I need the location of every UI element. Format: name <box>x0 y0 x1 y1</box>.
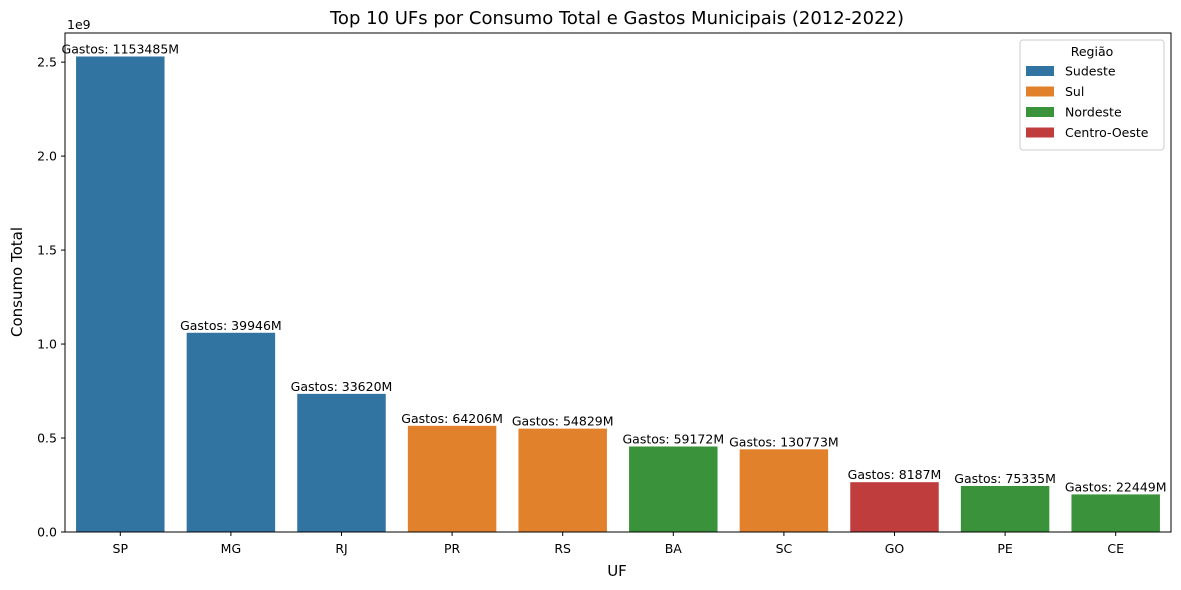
chart-title: Top 10 UFs por Consumo Total e Gastos Mu… <box>329 8 904 29</box>
data-label-ce: Gastos: 22449M <box>1065 479 1167 494</box>
plot-frame <box>64 32 1172 533</box>
y-tick-label: 0.0 <box>37 525 57 540</box>
bar-sp <box>76 56 165 532</box>
data-label-mg: Gastos: 39946M <box>180 318 282 333</box>
legend-swatch-centro-oeste <box>1026 127 1054 138</box>
y-axis: 0.0 0.5 1.0 1.5 2.0 2.5 <box>37 55 65 540</box>
x-tick-label-pe: PE <box>997 541 1013 556</box>
data-label-sc: Gastos: 130773M <box>729 434 839 449</box>
data-label-pr: Gastos: 64206M <box>401 411 503 426</box>
x-tick-label-rj: RJ <box>335 541 347 556</box>
data-label-rs: Gastos: 54829M <box>512 414 614 429</box>
legend-label-sudeste: Sudeste <box>1065 64 1116 79</box>
bar-ce <box>1071 494 1160 532</box>
data-labels-group: Gastos: 1153485M Gastos: 39946M Gastos: 33… <box>62 41 1167 494</box>
bar-rs <box>518 428 607 532</box>
y-axis-offset-label: 1e9 <box>67 17 91 32</box>
y-tick-label: 2.0 <box>37 149 57 164</box>
legend-label-sul: Sul <box>1065 84 1084 99</box>
x-tick-label-mg: MG <box>221 541 241 556</box>
x-axis: SP MG RJ PR RS BA SC GO PE CE <box>113 532 1124 556</box>
legend-items: Sudeste Sul Nordeste Centro-Oeste <box>1026 64 1149 140</box>
legend: Região Sudeste Sul Nordeste Centro-Oeste <box>1019 39 1165 151</box>
y-axis-label: Consumo Total <box>8 227 26 337</box>
legend-label-centro-oeste: Centro-Oeste <box>1065 125 1149 140</box>
bar-mg <box>186 332 276 532</box>
data-label-rj: Gastos: 33620M <box>291 379 393 394</box>
x-tick-label-sp: SP <box>113 541 129 556</box>
y-tick-label: 1.0 <box>37 337 57 352</box>
y-tick-label: 0.5 <box>37 431 57 446</box>
legend-swatch-sudeste <box>1026 66 1054 76</box>
bar-pr <box>407 425 497 532</box>
y-tick-label: 1.5 <box>37 243 57 258</box>
data-label-sp: Gastos: 1153485M <box>62 41 180 56</box>
bar-sc <box>739 449 829 532</box>
bars-group <box>76 56 1160 532</box>
x-tick-label-sc: SC <box>776 541 793 556</box>
x-tick-label-ba: BA <box>665 541 683 556</box>
x-tick-label-pr: PR <box>444 541 461 556</box>
x-tick-label-ce: CE <box>1107 541 1124 556</box>
legend-title: Região <box>1071 44 1114 59</box>
data-label-go: Gastos: 8187M <box>848 467 942 482</box>
bar-pe <box>960 485 1050 532</box>
bar-rj <box>297 393 386 532</box>
legend-swatch-nordeste <box>1026 107 1054 117</box>
legend-swatch-sul <box>1026 86 1054 97</box>
bar-go <box>850 482 939 532</box>
legend-box <box>1019 39 1165 151</box>
x-tick-label-go: GO <box>885 541 905 556</box>
y-tick-label: 2.5 <box>37 55 57 70</box>
data-label-ba: Gastos: 59172M <box>622 431 724 446</box>
bar-ba <box>629 446 718 532</box>
x-tick-label-rs: RS <box>554 541 571 556</box>
legend-label-nordeste: Nordeste <box>1065 105 1122 120</box>
data-label-pe: Gastos: 75335M <box>954 471 1056 486</box>
x-axis-label: UF <box>607 562 627 580</box>
